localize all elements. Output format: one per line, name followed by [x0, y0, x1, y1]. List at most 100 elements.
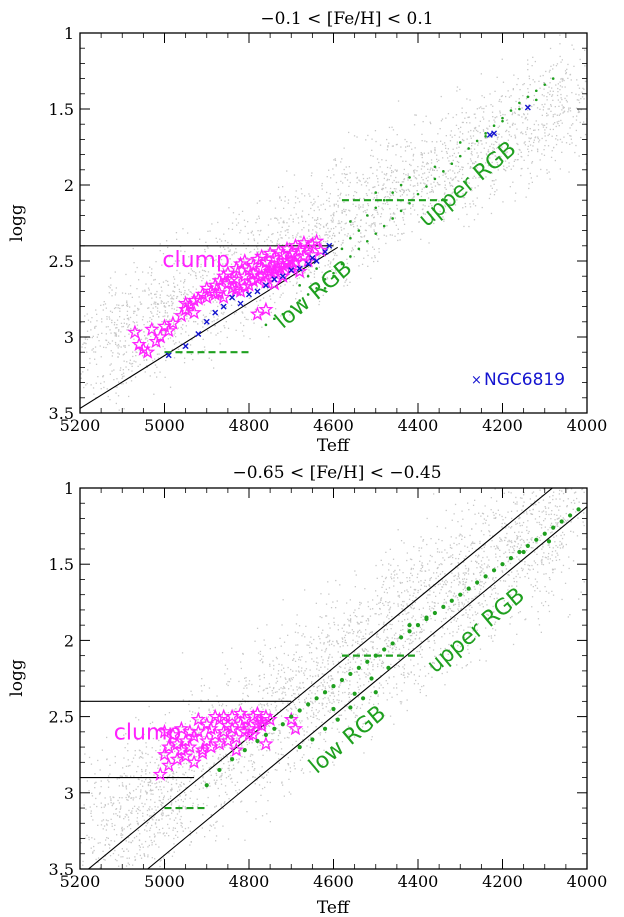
x-tick-label: 4200	[482, 416, 523, 435]
field-star-point	[377, 201, 379, 203]
field-star-point	[221, 773, 223, 775]
field-star-point	[335, 272, 337, 274]
field-star-point	[166, 240, 168, 242]
field-star-point	[412, 204, 414, 206]
field-star-point	[441, 150, 443, 152]
field-star-point	[538, 624, 541, 626]
field-star-point	[111, 289, 113, 291]
field-star-point	[189, 750, 191, 753]
field-star-point	[311, 172, 313, 174]
field-star-point	[285, 234, 287, 236]
field-star-point	[494, 567, 496, 569]
field-star-point	[436, 525, 438, 528]
field-star-point	[243, 324, 245, 327]
field-star-point	[148, 815, 151, 817]
field-star-point	[431, 141, 433, 143]
field-star-point	[465, 555, 467, 557]
field-star-point	[288, 278, 290, 280]
field-star-point	[139, 756, 142, 758]
field-star-point	[151, 842, 153, 844]
field-star-point	[161, 321, 163, 323]
field-star-point	[184, 295, 186, 297]
field-star-point	[533, 560, 535, 562]
field-star-point	[478, 563, 480, 565]
field-star-point	[539, 489, 541, 491]
field-star-point	[468, 142, 470, 145]
field-star-point	[461, 667, 463, 669]
field-star-point	[225, 728, 227, 730]
field-star-point	[394, 666, 396, 669]
field-star-point	[483, 147, 485, 149]
field-star-point	[432, 169, 434, 171]
field-star-point	[114, 294, 116, 296]
field-star-point	[403, 173, 405, 175]
field-star-point	[499, 164, 501, 166]
field-star-point	[333, 203, 335, 205]
field-star-point	[375, 140, 377, 143]
field-star-point	[406, 145, 409, 147]
field-star-point	[329, 235, 331, 237]
field-star-point	[220, 776, 222, 778]
field-star-point	[269, 250, 271, 252]
field-star-point	[562, 500, 565, 502]
field-star-point	[115, 287, 117, 289]
field-star-point	[525, 98, 528, 100]
ngc6819-cross-point	[220, 303, 227, 310]
field-star-point	[122, 325, 125, 328]
field-star-point	[280, 748, 283, 750]
field-star-point	[567, 519, 569, 521]
field-star-point	[210, 825, 213, 827]
field-star-point	[124, 816, 126, 818]
field-star-point	[349, 656, 351, 658]
field-star-point	[281, 237, 283, 239]
field-star-point	[84, 342, 86, 344]
field-star-point	[572, 123, 574, 125]
field-star-point	[546, 99, 548, 101]
field-star-point	[176, 822, 178, 824]
field-star-point	[399, 189, 401, 192]
field-star-point	[227, 254, 229, 256]
field-star-point	[531, 161, 534, 163]
field-star-point	[125, 813, 127, 815]
field-star-point	[520, 544, 522, 546]
clump-star-point	[173, 307, 190, 323]
field-star-point	[341, 158, 343, 160]
field-star-point	[122, 856, 124, 858]
field-star-point	[499, 555, 501, 558]
field-star-point	[542, 546, 544, 548]
field-star-point	[412, 153, 415, 156]
field-star-point	[141, 768, 143, 771]
field-star-point	[410, 586, 412, 588]
field-star-point	[408, 673, 410, 675]
field-star-point	[437, 660, 439, 662]
field-star-point	[228, 764, 230, 767]
field-star-point	[582, 87, 584, 89]
field-star-point	[120, 346, 122, 348]
field-star-point	[160, 789, 162, 791]
field-star-point	[166, 832, 168, 834]
field-star-point	[216, 820, 218, 823]
field-star-point	[488, 530, 490, 532]
field-star-point	[447, 170, 449, 172]
field-star-point	[368, 224, 370, 227]
field-star-point	[397, 591, 399, 593]
field-star-point	[247, 712, 249, 715]
field-star-point	[197, 262, 199, 264]
field-star-point	[505, 152, 507, 154]
field-star-point	[277, 734, 280, 737]
field-star-point	[413, 209, 416, 211]
field-star-point	[176, 831, 179, 833]
field-star-point	[243, 259, 245, 261]
field-star-point	[153, 393, 155, 395]
field-star-point	[188, 289, 190, 291]
field-star-point	[353, 651, 356, 653]
field-star-point	[267, 236, 270, 238]
field-star-point	[519, 611, 521, 613]
field-star-point	[156, 345, 158, 348]
field-star-point	[493, 119, 495, 121]
field-star-point	[214, 325, 216, 327]
field-star-point	[496, 156, 498, 158]
field-star-point	[135, 716, 137, 719]
field-star-point	[554, 519, 556, 521]
field-star-point	[346, 235, 348, 237]
